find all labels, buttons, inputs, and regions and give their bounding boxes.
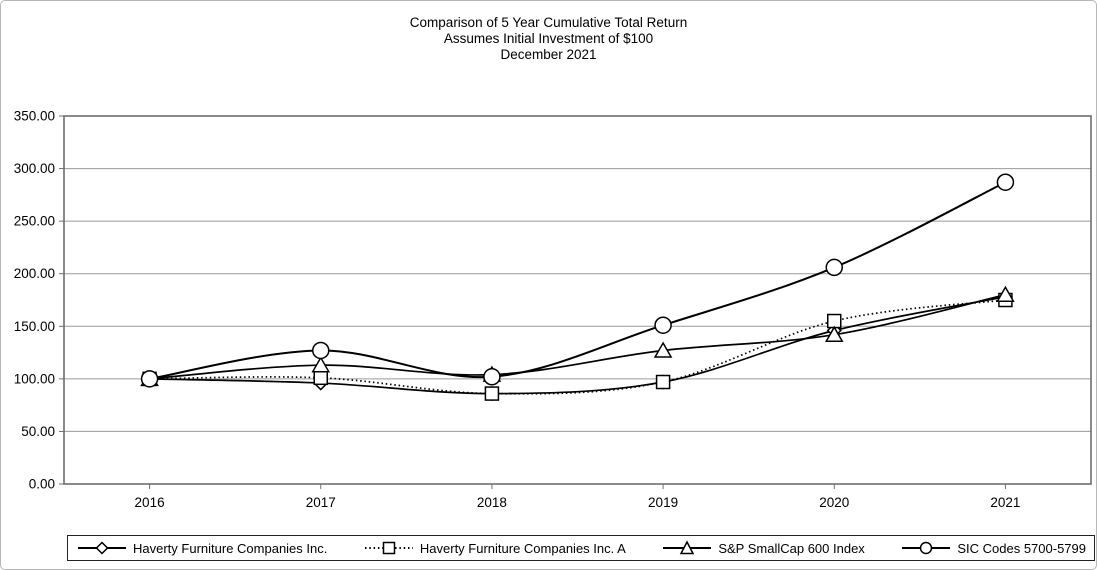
legend-triangle-sample-icon [663, 540, 712, 555]
chart-title-block: Comparison of 5 Year Cumulative Total Re… [1, 15, 1096, 63]
marker-circle [483, 368, 501, 386]
triangle-icon [680, 540, 695, 555]
plot-border [63, 115, 1092, 485]
x-axis-label: 2018 [477, 495, 507, 510]
chart-subtitle: Assumes Initial Investment of $100 [443, 31, 654, 46]
series-line-2 [149, 293, 1006, 380]
series-line-1 [149, 299, 1006, 395]
legend-diamond-sample-icon [78, 541, 126, 555]
series-line-0 [149, 296, 1006, 395]
marker-square [655, 374, 671, 390]
legend-item-0: Haverty Furniture Companies Inc. [76, 540, 327, 556]
y-axis-label: 0.00 [29, 477, 55, 492]
marker-circle [654, 316, 672, 334]
marker-triangle [311, 356, 331, 373]
chart-title: Comparison of 5 Year Cumulative Total Re… [409, 15, 688, 30]
legend-label-3: SIC Codes 5700-5799 [957, 540, 1086, 556]
marker-circle [996, 173, 1015, 191]
series-line-3 [149, 181, 1006, 380]
legend-item-2: S&P SmallCap 600 Index [661, 540, 865, 556]
legend-label-0: Haverty Furniture Companies Inc. [133, 540, 328, 556]
y-axis-label: 100.00 [14, 371, 55, 386]
y-axis-label: 50.00 [21, 424, 55, 439]
circle-icon [920, 541, 933, 555]
marker-triangle [653, 341, 673, 358]
marker-square [484, 386, 500, 401]
chart-period: December 2021 [500, 47, 597, 62]
x-axis-label: 2016 [135, 495, 165, 510]
marker-triangle [824, 325, 844, 342]
y-axis-label: 250.00 [14, 214, 55, 229]
legend-item-1: Haverty Furniture Companies Inc. A [363, 540, 626, 556]
chart-legend: Haverty Furniture Companies Inc. Haverty … [67, 535, 1095, 561]
marker-triangle [996, 285, 1015, 302]
marker-circle [825, 258, 843, 277]
marker-square [313, 370, 328, 386]
x-axis-label: 2021 [990, 495, 1020, 510]
x-axis-label: 2019 [648, 495, 678, 510]
legend-square-sample-icon [364, 541, 413, 555]
x-axis-label: 2017 [306, 495, 336, 510]
marker-square [827, 313, 842, 329]
y-axis-label: 350.00 [14, 109, 55, 124]
legend-label-1: Haverty Furniture Companies Inc. A [419, 540, 626, 556]
marker-circle [312, 341, 330, 360]
legend-item-3: SIC Codes 5700-5799 [900, 540, 1086, 556]
y-axis-label: 300.00 [14, 161, 55, 176]
y-axis-label: 150.00 [14, 319, 55, 334]
y-axis-label: 200.00 [14, 266, 55, 281]
marker-circle [140, 370, 159, 388]
square-icon [382, 541, 396, 555]
legend-label-2: S&P SmallCap 600 Index [718, 540, 865, 556]
diamond-icon [95, 541, 109, 555]
legend-circle-sample-icon [902, 541, 951, 555]
x-axis-label: 2020 [819, 495, 849, 510]
